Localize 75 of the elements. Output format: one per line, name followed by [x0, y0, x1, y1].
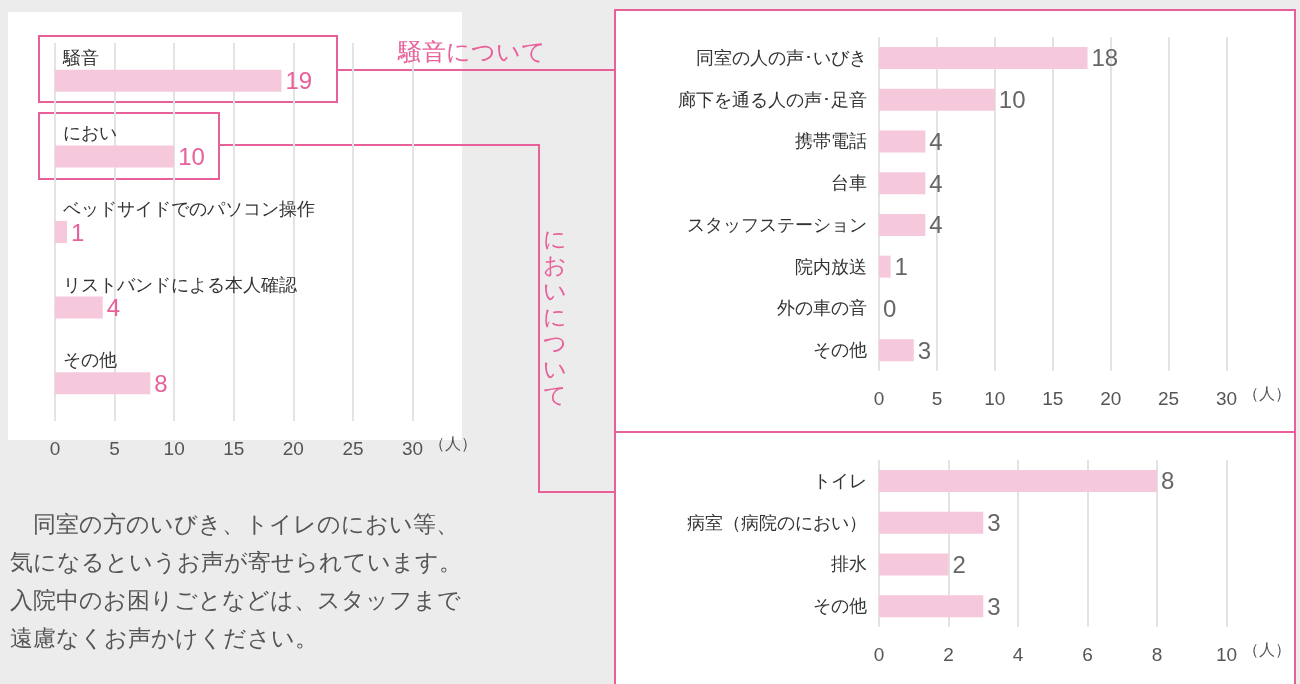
- annotation: 騒音について: [398, 37, 546, 68]
- data-label: 3: [987, 592, 1001, 620]
- bar: [879, 255, 891, 278]
- y-tick-label: 携帯電話: [795, 131, 867, 152]
- x-tick-label: 10: [163, 438, 185, 459]
- data-label: 1: [894, 253, 908, 281]
- data-label: 0: [883, 294, 897, 322]
- bar: [879, 469, 1158, 492]
- y-tick-label: 騒音: [62, 47, 99, 68]
- x-tick-label: 10: [1215, 644, 1238, 665]
- y-tick-label: 院内放送: [795, 256, 867, 277]
- bar: [55, 296, 103, 319]
- x-tick-label: 15: [223, 438, 245, 459]
- x-tick-label: 8: [1151, 644, 1163, 665]
- y-tick-label: 廊下を通る人の声･足音: [678, 89, 867, 110]
- bar: [55, 221, 67, 243]
- x-tick-label: 30: [1215, 388, 1238, 409]
- data-label: 3: [987, 509, 1001, 537]
- bar: [879, 88, 995, 111]
- data-label: 2: [952, 550, 966, 578]
- x-axis-title: （人）: [429, 434, 477, 452]
- data-label: 3: [917, 336, 932, 364]
- data-label: 18: [1091, 44, 1119, 72]
- y-tick-label: 同室の人の声･いびき: [696, 47, 867, 68]
- x-tick-label: 5: [109, 438, 120, 459]
- bar: [55, 145, 175, 168]
- bar: [879, 46, 1088, 69]
- x-tick-label: 10: [984, 388, 1006, 409]
- bar: [879, 172, 926, 195]
- data-label: 19: [285, 67, 313, 95]
- bar: [879, 511, 984, 534]
- y-tick-label: 病室（病院のにおい）: [687, 512, 867, 533]
- x-tick-label: 25: [1158, 388, 1180, 409]
- data-label: 8: [1161, 467, 1175, 495]
- x-axis-title: （人）: [1243, 384, 1291, 402]
- y-tick-label: 外の車の音: [777, 298, 867, 319]
- bar: [879, 553, 949, 576]
- x-tick-label: 0: [49, 438, 61, 459]
- bar: [879, 339, 914, 362]
- y-tick-label: 排水: [831, 554, 867, 575]
- y-tick-label: スタッフステーション: [687, 214, 867, 235]
- x-tick-label: 0: [873, 644, 885, 665]
- y-tick-label: その他: [813, 596, 867, 617]
- data-label: 4: [929, 169, 943, 197]
- y-tick-label: トイレ: [813, 470, 867, 491]
- x-tick-label: 2: [943, 644, 954, 665]
- text: においについて: [542, 226, 567, 408]
- y-tick-label: その他: [63, 350, 117, 371]
- y-tick-label: ベッドサイドでのパソコン操作: [63, 199, 315, 219]
- x-axis-title: （人）: [1243, 640, 1291, 658]
- data-label: 1: [70, 218, 85, 246]
- data-label: 10: [178, 142, 205, 170]
- y-tick-label: その他: [813, 340, 867, 361]
- text: 同室の方のいびき、トイレのにおい等、気になるというお声が寄せられています。入院中のお困りごとなどは、スタッフまで遠慮なくお声かけください。: [10, 510, 463, 653]
- bar: [55, 69, 282, 92]
- x-tick-label: 20: [282, 438, 304, 459]
- y-tick-label: 台車: [831, 173, 867, 194]
- data-label: 10: [998, 86, 1026, 114]
- data-label: 4: [929, 211, 943, 239]
- y-tick-label: におい: [63, 123, 117, 144]
- x-tick-label: 20: [1100, 388, 1122, 409]
- bar: [55, 372, 151, 395]
- bar: [879, 595, 984, 618]
- x-tick-label: 5: [931, 388, 943, 409]
- bar: [879, 213, 926, 236]
- x-tick-label: 25: [342, 438, 364, 459]
- data-label: 4: [106, 294, 121, 322]
- x-tick-label: 0: [873, 388, 885, 409]
- x-tick-label: 4: [1012, 644, 1024, 665]
- data-label: 4: [929, 127, 943, 155]
- y-tick-label: リストバンドによる本人確認: [63, 274, 297, 295]
- bar: [879, 130, 926, 153]
- x-tick-label: 6: [1082, 644, 1093, 665]
- x-tick-label: 30: [401, 438, 424, 459]
- x-tick-label: 15: [1042, 388, 1064, 409]
